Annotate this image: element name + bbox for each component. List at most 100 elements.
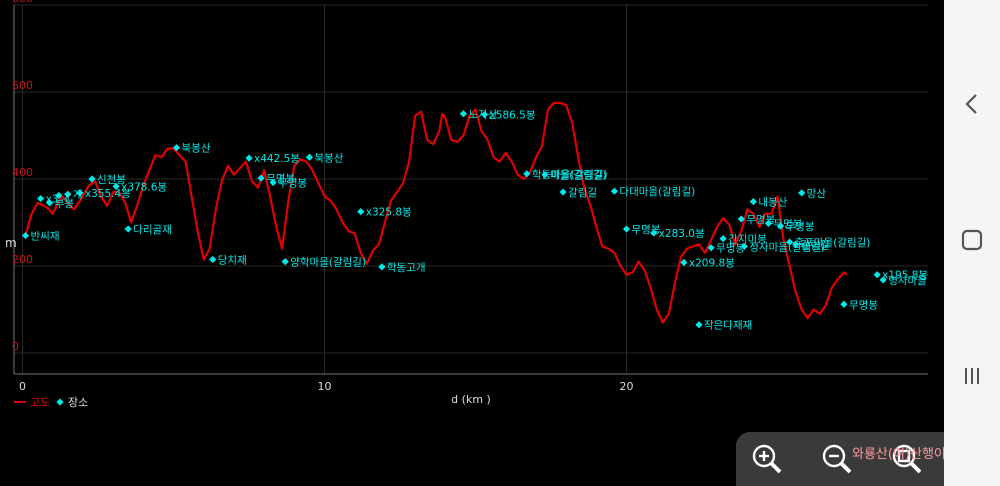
place-label: 학동고개 — [387, 262, 426, 274]
place-marker — [737, 215, 745, 223]
legend-label-elevation: 고도 — [30, 396, 50, 409]
legend-marker-swatch — [56, 398, 64, 406]
place-label: 내봉산 — [758, 197, 787, 209]
back-button[interactable] — [944, 84, 1000, 124]
place-marker — [112, 182, 120, 190]
place-label: x209.8봉 — [689, 258, 735, 270]
y-axis-title: m — [5, 236, 17, 250]
place-label: 북봉산 — [182, 143, 211, 155]
place-marker — [840, 300, 848, 308]
place-marker — [798, 189, 806, 197]
x-tick-label: 20 — [620, 380, 634, 393]
place-label: 갈림길 — [801, 238, 830, 251]
place-marker — [245, 154, 253, 162]
recents-button[interactable] — [944, 356, 1000, 396]
place-label: 다대마을(갈림길) — [619, 185, 695, 198]
place-marker — [785, 238, 794, 246]
system-nav-bar — [944, 0, 1000, 486]
zoom-reset-icon — [892, 444, 922, 474]
place-label: 학동마을(갈림길) — [532, 168, 608, 181]
place-label: 반씨재 — [31, 231, 60, 243]
place-marker — [172, 144, 181, 152]
place-label: x586.5봉 — [490, 110, 536, 122]
place-marker — [124, 225, 132, 233]
place-marker — [76, 189, 84, 197]
place-marker — [622, 225, 631, 233]
legend-label-places: 장소 — [68, 396, 88, 409]
place-marker — [559, 188, 567, 196]
place-label: 홍포마을(갈림길) — [795, 236, 871, 249]
y-tick-label: 600 — [12, 79, 33, 92]
place-label: 무명봉 — [278, 177, 307, 189]
y-tick-label: 800 — [12, 0, 33, 5]
place-label: 정사마을(갈림길) — [749, 240, 825, 253]
place-label: 갈림길 — [568, 186, 597, 199]
watermark-text: 와룡산(여)산행이야기 — [852, 447, 970, 462]
place-marker — [37, 194, 45, 203]
place-label: 작은다재재 — [704, 320, 752, 332]
y-tick-label: 0 — [12, 340, 19, 353]
place-marker — [269, 178, 277, 187]
x-tick-label: 10 — [318, 380, 332, 393]
place-marker — [764, 219, 773, 227]
place-label: 명사마을 — [888, 275, 927, 287]
zoom-in-button[interactable] — [746, 438, 788, 480]
zoom-out-icon — [822, 444, 852, 474]
place-marker — [610, 187, 619, 195]
place-marker — [680, 258, 688, 267]
home-button[interactable] — [944, 220, 1000, 260]
recents-icon — [965, 368, 979, 384]
place-marker — [64, 190, 72, 198]
place-marker — [740, 242, 748, 251]
place-label: 무명봉 — [849, 299, 878, 311]
place-marker — [707, 244, 715, 252]
place-label: 양학마을(갈림길) — [290, 256, 366, 269]
place-marker — [776, 222, 785, 230]
place-label: 당치재 — [218, 254, 247, 266]
place-label: x195.8봉 — [882, 270, 928, 282]
place-label: 마을(갈림길) — [550, 169, 607, 182]
place-marker — [719, 234, 727, 243]
place-marker — [523, 170, 531, 178]
zoom-out-button[interactable] — [816, 438, 858, 480]
y-tick-label: 400 — [12, 166, 33, 179]
place-label: x325.8봉 — [366, 207, 412, 219]
y-tick-label: 200 — [12, 253, 33, 266]
place-marker — [873, 271, 881, 279]
place-marker — [879, 276, 887, 284]
place-label: 무명봉 — [632, 224, 661, 236]
place-marker — [305, 153, 313, 161]
place-label: x378.6봉 — [121, 181, 167, 193]
place-marker — [21, 231, 30, 240]
place-label: 무명봉 — [786, 221, 815, 233]
zoom-controls — [736, 432, 944, 486]
place-marker — [650, 229, 658, 237]
place-label: 게 — [73, 189, 83, 201]
place-marker — [257, 174, 265, 182]
place-marker — [357, 208, 365, 216]
place-marker — [480, 111, 489, 119]
place-marker — [695, 321, 703, 329]
place-label: 망산 — [807, 188, 827, 200]
place-marker — [749, 198, 757, 206]
place-marker — [209, 255, 217, 264]
place-marker — [541, 171, 549, 179]
place-marker — [281, 258, 289, 266]
zoom-reset-button[interactable] — [886, 438, 928, 480]
place-label: 다리골재 — [133, 224, 172, 236]
place-marker — [459, 110, 468, 118]
place-label: x442.5봉 — [254, 153, 300, 165]
place-label: 무명봉 — [716, 243, 745, 255]
chevron-left-icon — [965, 94, 977, 114]
place-label: 간지미봉 — [728, 234, 767, 246]
place-label: x283.0봉 — [659, 228, 705, 240]
place-marker — [792, 240, 800, 248]
zoom-in-icon — [752, 444, 782, 474]
place-label: x355.4봉 — [85, 188, 131, 200]
x-axis-title: d (km ) — [451, 393, 491, 406]
place-label: 신천봉 — [97, 174, 126, 186]
elevation-chart: 020040060080001020d (km )m반씨재x3부봉x게x355.… — [5, 0, 928, 409]
elevation-line — [24, 101, 848, 324]
home-square-icon — [961, 229, 983, 251]
place-label: 북봉산 — [314, 152, 343, 164]
